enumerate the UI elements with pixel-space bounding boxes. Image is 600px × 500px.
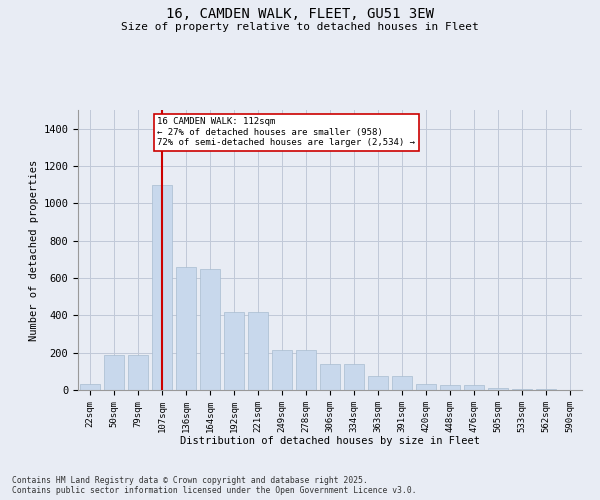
Bar bbox=[80, 384, 100, 390]
X-axis label: Distribution of detached houses by size in Fleet: Distribution of detached houses by size … bbox=[180, 436, 480, 446]
Bar bbox=[464, 386, 484, 390]
Bar bbox=[320, 364, 340, 390]
Bar bbox=[200, 268, 220, 390]
Bar bbox=[224, 312, 244, 390]
Text: Contains HM Land Registry data © Crown copyright and database right 2025.
Contai: Contains HM Land Registry data © Crown c… bbox=[12, 476, 416, 495]
Bar bbox=[368, 376, 388, 390]
Bar bbox=[128, 354, 148, 390]
Bar bbox=[488, 388, 508, 390]
Bar bbox=[104, 354, 124, 390]
Text: 16 CAMDEN WALK: 112sqm
← 27% of detached houses are smaller (958)
72% of semi-de: 16 CAMDEN WALK: 112sqm ← 27% of detached… bbox=[157, 118, 415, 148]
Bar bbox=[512, 389, 532, 390]
Y-axis label: Number of detached properties: Number of detached properties bbox=[29, 160, 39, 340]
Text: Size of property relative to detached houses in Fleet: Size of property relative to detached ho… bbox=[121, 22, 479, 32]
Bar bbox=[272, 350, 292, 390]
Bar bbox=[344, 364, 364, 390]
Bar bbox=[440, 386, 460, 390]
Bar bbox=[392, 376, 412, 390]
Bar bbox=[176, 267, 196, 390]
Bar bbox=[416, 384, 436, 390]
Text: 16, CAMDEN WALK, FLEET, GU51 3EW: 16, CAMDEN WALK, FLEET, GU51 3EW bbox=[166, 8, 434, 22]
Bar bbox=[296, 350, 316, 390]
Bar bbox=[152, 184, 172, 390]
Bar bbox=[248, 312, 268, 390]
